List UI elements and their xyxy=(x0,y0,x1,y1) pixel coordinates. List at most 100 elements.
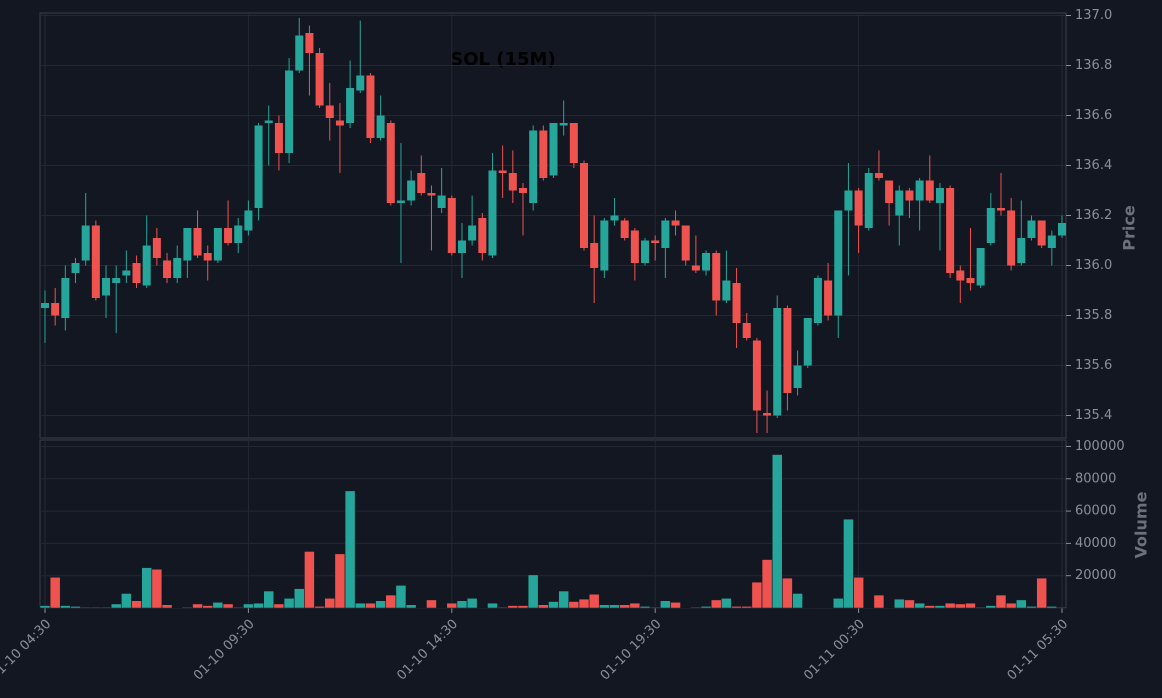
volume-bar xyxy=(253,602,264,609)
candle-body xyxy=(102,278,111,296)
volume-bar xyxy=(90,606,102,609)
candle-body xyxy=(793,365,802,388)
candle-body xyxy=(112,278,121,283)
candle-body xyxy=(325,105,334,118)
candle-body xyxy=(305,33,314,53)
candle-body xyxy=(844,190,853,211)
volume-bar xyxy=(395,585,407,609)
candle-body xyxy=(874,173,883,178)
volume-bar xyxy=(232,606,244,609)
volume-bar xyxy=(1046,606,1058,609)
volume-bar xyxy=(375,600,386,609)
candle-body xyxy=(478,218,487,253)
volume-bar xyxy=(70,606,81,609)
candle-body xyxy=(895,190,904,216)
volume-bar xyxy=(955,603,966,609)
candle-body xyxy=(732,283,741,323)
volume-bar xyxy=(741,606,752,609)
y-tick-label: 136.0 xyxy=(1075,258,1112,273)
candle-body xyxy=(956,270,965,281)
volume-bar xyxy=(904,599,915,609)
candle-body xyxy=(213,228,222,261)
y2-tick-label: 40000 xyxy=(1075,536,1116,551)
chart-title: SOL (15M) xyxy=(450,49,555,70)
volume-bar xyxy=(385,594,397,609)
volume-bar xyxy=(294,588,305,609)
y2-tick-label: 100000 xyxy=(1075,439,1125,454)
volume-bar xyxy=(639,606,651,609)
volume-bar xyxy=(131,600,142,609)
candle-body xyxy=(173,258,182,278)
candle-body xyxy=(783,308,792,393)
volume-bar xyxy=(507,605,519,609)
volume-bar xyxy=(721,598,732,609)
candle-body xyxy=(91,225,100,298)
candle-body xyxy=(71,263,80,273)
volume-bar xyxy=(49,577,61,609)
volume-bar xyxy=(273,603,285,609)
candle-body xyxy=(132,263,141,283)
volume-bar xyxy=(731,606,742,609)
candle-body xyxy=(437,195,446,208)
volume-bar xyxy=(568,601,580,609)
volume-bar xyxy=(1005,602,1017,609)
candle-body xyxy=(671,220,680,226)
volume-bar xyxy=(456,600,468,609)
volume-bar xyxy=(324,598,336,609)
volume-bar xyxy=(975,606,986,609)
volume-bar xyxy=(690,606,702,609)
candle-body xyxy=(376,115,385,138)
candle-body xyxy=(163,260,172,278)
candle-body xyxy=(905,190,914,201)
volume-bar xyxy=(405,604,417,609)
volume-bar xyxy=(710,599,722,609)
candle-body xyxy=(813,278,822,323)
candle-body xyxy=(803,318,812,366)
candle-body xyxy=(447,198,456,253)
candle-body xyxy=(61,278,70,318)
candle-body xyxy=(722,280,731,301)
volume-bar xyxy=(649,606,661,609)
volume-bar xyxy=(355,602,366,609)
y-axis-label: Price xyxy=(1120,205,1139,251)
volume-bar xyxy=(182,606,193,609)
volume-bar xyxy=(629,602,641,609)
volume-bar xyxy=(944,602,956,609)
y-tick-label: 135.4 xyxy=(1075,408,1112,423)
candle-body xyxy=(742,323,751,338)
candle-body xyxy=(641,240,650,263)
volume-bar xyxy=(995,594,1007,609)
volume-bar xyxy=(487,602,498,609)
volume-bar xyxy=(527,574,539,609)
candle-body xyxy=(600,220,609,271)
candle-body xyxy=(559,123,568,126)
candle-body xyxy=(427,193,436,196)
volume-bar xyxy=(1026,606,1037,609)
candle-body xyxy=(285,70,294,153)
volume-bar xyxy=(426,599,437,609)
y-tick-label: 135.8 xyxy=(1075,308,1112,323)
candle-body xyxy=(203,253,212,261)
candle-body xyxy=(254,125,263,208)
candle-body xyxy=(224,228,233,243)
candle-body xyxy=(518,188,527,193)
candle-body xyxy=(569,123,578,163)
candle-body xyxy=(976,248,985,286)
volume-bar xyxy=(100,606,112,609)
y-tick-label: 136.2 xyxy=(1075,208,1112,223)
candle-body xyxy=(864,173,873,228)
y2-tick-label: 60000 xyxy=(1075,504,1116,519)
candle-body xyxy=(549,123,558,176)
candle-body xyxy=(417,173,426,193)
candle-body xyxy=(244,210,253,231)
volume-bar xyxy=(548,601,559,609)
y-tick-label: 135.6 xyxy=(1075,358,1112,373)
candle-body xyxy=(407,180,416,201)
candle-body xyxy=(712,253,721,301)
candle-body xyxy=(295,35,304,71)
candle-body xyxy=(356,75,365,91)
candle-body xyxy=(915,180,924,201)
candle-body xyxy=(335,120,344,126)
volume-bar xyxy=(965,602,976,609)
volume-bar xyxy=(792,593,803,609)
